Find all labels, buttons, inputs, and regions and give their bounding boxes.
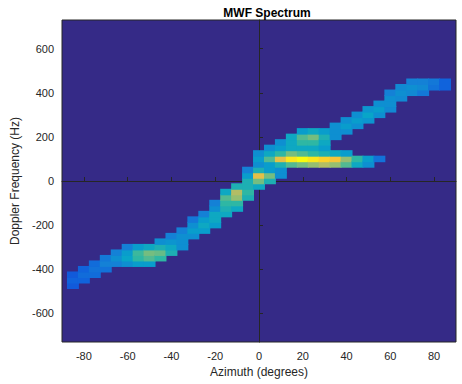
svg-text:MWF Spectrum: MWF Spectrum [223, 6, 310, 20]
svg-text:40: 40 [340, 350, 352, 362]
svg-text:-400: -400 [32, 263, 54, 275]
svg-text:200: 200 [36, 131, 54, 143]
svg-text:20: 20 [297, 350, 309, 362]
svg-text:0: 0 [256, 350, 262, 362]
svg-text:-40: -40 [163, 350, 179, 362]
svg-text:60: 60 [384, 350, 396, 362]
svg-text:-600: -600 [32, 307, 54, 319]
svg-text:-80: -80 [76, 350, 92, 362]
svg-text:Azimuth (degrees): Azimuth (degrees) [210, 365, 308, 379]
svg-text:0: 0 [48, 175, 54, 187]
svg-text:80: 80 [428, 350, 440, 362]
svg-text:600: 600 [36, 43, 54, 55]
svg-text:-60: -60 [120, 350, 136, 362]
svg-text:-20: -20 [207, 350, 223, 362]
svg-text:400: 400 [36, 87, 54, 99]
svg-text:-200: -200 [32, 219, 54, 231]
svg-text:Doppler Frequency (Hz): Doppler Frequency (Hz) [8, 117, 22, 245]
